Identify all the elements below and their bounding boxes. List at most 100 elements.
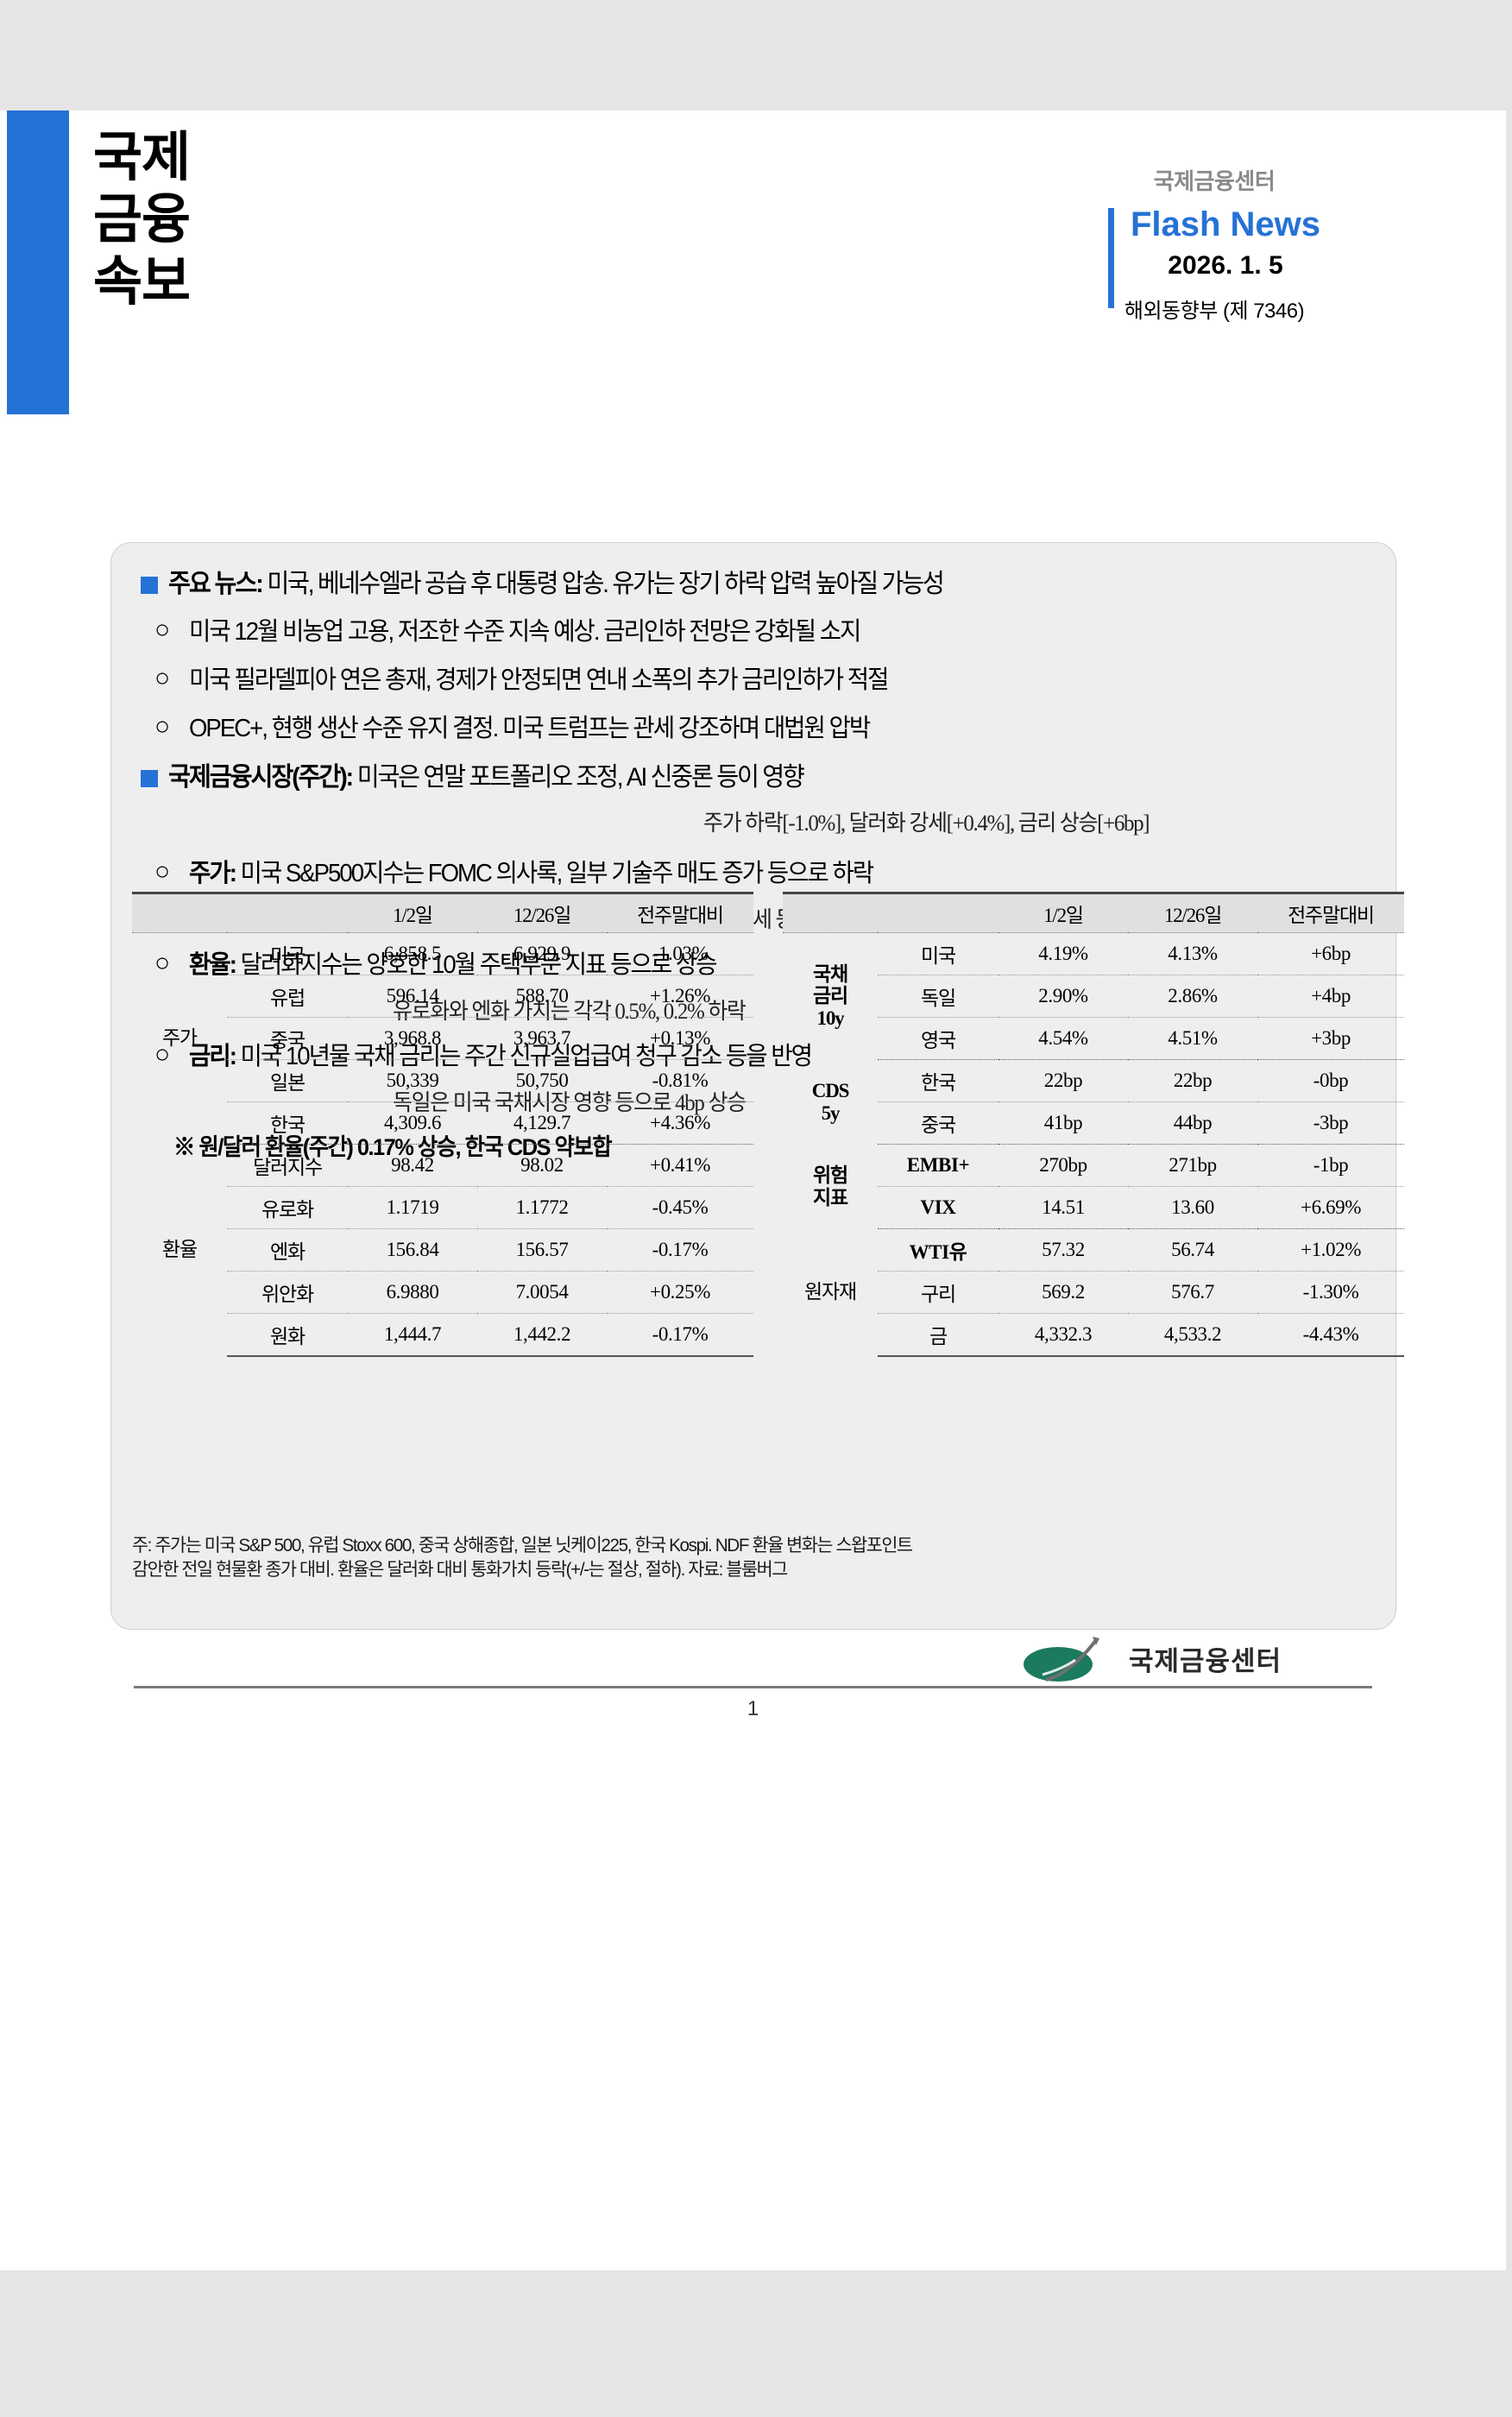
table-row: 중국 3,968.8 3,963.7 +0.13%	[132, 1017, 753, 1060]
table-rates-risk-commodities: 1/2일 12/26일 전주말대비 국채 금리 10y 미국 4.	[783, 892, 1404, 1357]
brand-name: Flash News	[1130, 205, 1321, 243]
row-value-change: +6bp	[1257, 932, 1404, 975]
row-value-change: +3bp	[1257, 1017, 1404, 1060]
page-title: 국제 금융 속보	[93, 126, 191, 312]
row-value-change: -0bp	[1257, 1059, 1404, 1102]
row-value-date1: 6,858.5	[348, 932, 477, 975]
row-value-change: -3bp	[1257, 1101, 1404, 1145]
row-name: VIX	[878, 1186, 999, 1229]
news-item-text: OPEC+, 현행 생산 수준 유지 결정. 미국 트럼프는 관세 강조하며 대…	[189, 715, 871, 742]
table-row: 구리 569.2 576.7 -1.30%	[783, 1271, 1404, 1314]
row-value-date1: 156.84	[348, 1228, 477, 1272]
row-value-date1: 4.19%	[999, 932, 1128, 975]
row-name: EMBI+	[878, 1144, 999, 1187]
group-label-risk-indicators: 위험 지표	[813, 1164, 848, 1208]
page-title-line-3: 속보	[93, 252, 191, 312]
row-name: 원화	[227, 1313, 348, 1357]
row-value-change: +0.25%	[607, 1271, 753, 1314]
row-name: 중국	[878, 1101, 999, 1145]
row-value-date2: 271bp	[1128, 1144, 1257, 1187]
row-value-date1: 14.51	[999, 1186, 1128, 1229]
news-item-text: 미국 12월 비농업 고용, 저조한 수준 지속 예상. 금리인하 전망은 강화…	[189, 618, 861, 646]
table-row: 일본 50,339 50,750 -0.81%	[132, 1059, 753, 1102]
row-name: 달러지수	[227, 1144, 348, 1187]
row-name: 위안화	[227, 1271, 348, 1314]
footer-divider	[134, 1686, 1372, 1688]
row-value-date2: 4.13%	[1128, 932, 1257, 975]
row-value-change: +1.02%	[1257, 1228, 1404, 1272]
row-value-date1: 4,309.6	[348, 1101, 477, 1145]
row-value-date1: 50,339	[348, 1059, 477, 1102]
row-name: 미국	[227, 932, 348, 975]
footer-logo: 국제금융센터	[1017, 1631, 1282, 1685]
group-label-govt-bond-yield: 국채 금리 10y	[783, 932, 878, 1060]
footer-logo-label: 국제금융센터	[1129, 1645, 1282, 1676]
row-value-date1: 1.1719	[348, 1186, 477, 1229]
col-header-change: 전주말대비	[1257, 892, 1404, 933]
row-value-change: -0.45%	[607, 1186, 753, 1229]
row-name: WTI유	[878, 1228, 999, 1272]
table-row: VIX 14.51 13.60 +6.69%	[783, 1186, 1404, 1229]
row-value-date2: 22bp	[1128, 1059, 1257, 1102]
row-value-date1: 3,968.8	[348, 1017, 477, 1060]
table-row: 엔화 156.84 156.57 -0.17%	[132, 1228, 753, 1272]
row-value-change: +1.26%	[607, 975, 753, 1018]
row-value-date2: 44bp	[1128, 1101, 1257, 1145]
row-value-date2: 1,442.2	[477, 1313, 607, 1357]
market-subline-text: 주가 하락[-1.0%], 달러화 강세[+0.4%], 금리 상승[+6bp]	[703, 811, 1150, 836]
row-value-date2: 56.74	[1128, 1228, 1257, 1272]
news-item-row: ○ OPEC+, 현행 생산 수준 유지 결정. 미국 트럼프는 관세 강조하며…	[137, 707, 1378, 755]
page-title-line-2: 금융	[93, 190, 191, 249]
row-value-change: +0.41%	[607, 1144, 753, 1187]
row-value-change: +4.36%	[607, 1101, 753, 1145]
news-item-row: ○ 미국 필라델피아 연은 총재, 경제가 안정되면 연내 소폭의 추가 금리인…	[137, 659, 1378, 707]
row-value-change: -0.17%	[607, 1228, 753, 1272]
row-value-date1: 41bp	[999, 1101, 1128, 1145]
row-value-date1: 4,332.3	[999, 1313, 1128, 1357]
row-value-change: -4.43%	[1257, 1313, 1404, 1357]
square-bullet-icon	[141, 577, 158, 594]
market-headline-row: 국제금융시장(주간): 미국은 연말 포트폴리오 조정, AI 신중론 등이 영…	[137, 755, 1378, 804]
row-value-change: -0.81%	[607, 1059, 753, 1102]
col-header-change: 전주말대비	[607, 892, 753, 933]
table-row: 유로화 1.1719 1.1772 -0.45%	[132, 1186, 753, 1229]
row-value-date1: 270bp	[999, 1144, 1128, 1187]
section-row-stocks: ○ 주가: 미국 S&P500지수는 FOMC 의사록, 일부 기술주 매도 증…	[137, 852, 1378, 900]
brand-organization: 국제금융센터	[1153, 168, 1276, 194]
document-page: 국제 금융 속보 국제금융센터 Flash News 2026. 1. 5 해외…	[0, 110, 1506, 2270]
table-row: 독일 2.90% 2.86% +4bp	[783, 975, 1404, 1018]
table-row: 위험 지표 EMBI+ 270bp 271bp -1bp	[783, 1144, 1404, 1208]
row-value-date1: 22bp	[999, 1059, 1128, 1102]
row-value-date1: 4.54%	[999, 1017, 1128, 1060]
row-name: 독일	[878, 975, 999, 1018]
row-value-change: +0.13%	[607, 1017, 753, 1060]
table-row: 원화 1,444.7 1,442.2 -0.17%	[132, 1313, 753, 1357]
row-value-change: +4bp	[1257, 975, 1404, 1018]
col-header-name	[878, 892, 999, 933]
row-name: 한국	[878, 1059, 999, 1102]
masthead-accent-bar	[7, 110, 69, 414]
table-row: 국채 금리 10y 미국 4.19% 4.13% +6bp	[783, 932, 1404, 1060]
col-header-group	[132, 892, 227, 933]
brand-block: 국제금융센터 Flash News 2026. 1. 5 해외동향부 (제 73…	[1033, 164, 1395, 324]
table-row: CDS 5y 한국 22bp 22bp -0bp	[783, 1059, 1404, 1124]
group-label-stocks: 주가	[132, 932, 227, 1145]
table-row: 환율 달러지수 98.42 98.02 +0.41%	[132, 1144, 753, 1260]
brand-name-group: Flash News 2026. 1. 5	[1107, 203, 1321, 308]
section-text-stocks: 주가: 미국 S&P500지수는 FOMC 의사록, 일부 기술주 매도 증가 …	[189, 860, 874, 887]
row-value-date2: 588.70	[477, 975, 607, 1018]
news-item-row: ○ 미국 12월 비농업 고용, 저조한 수준 지속 예상. 금리인하 전망은 …	[137, 610, 1378, 659]
market-headline-text: 국제금융시장(주간): 미국은 연말 포트폴리오 조정, AI 신중론 등이 영…	[168, 763, 805, 792]
table-row: 유럽 596.14 588.70 +1.26%	[132, 975, 753, 1018]
table-equities-fx: 1/2일 12/26일 전주말대비 주가 미국 6,858.5 6,929.9 …	[132, 892, 753, 1357]
circle-bullet-icon: ○	[154, 615, 171, 644]
col-header-name	[227, 892, 348, 933]
summary-card: 주요 뉴스: 미국, 베네수엘라 공습 후 대통령 압송. 유가는 장기 하락 …	[110, 542, 1404, 1630]
row-value-date2: 2.86%	[1128, 975, 1257, 1018]
page-title-line-1: 국제	[93, 128, 191, 187]
row-value-date2: 576.7	[1128, 1271, 1257, 1314]
table-header-row: 1/2일 12/26일 전주말대비	[783, 892, 1404, 933]
brand-accent-rule	[1107, 208, 1114, 308]
group-label-commodities: 원자재	[804, 1281, 857, 1303]
row-value-date2: 1.1772	[477, 1186, 607, 1229]
